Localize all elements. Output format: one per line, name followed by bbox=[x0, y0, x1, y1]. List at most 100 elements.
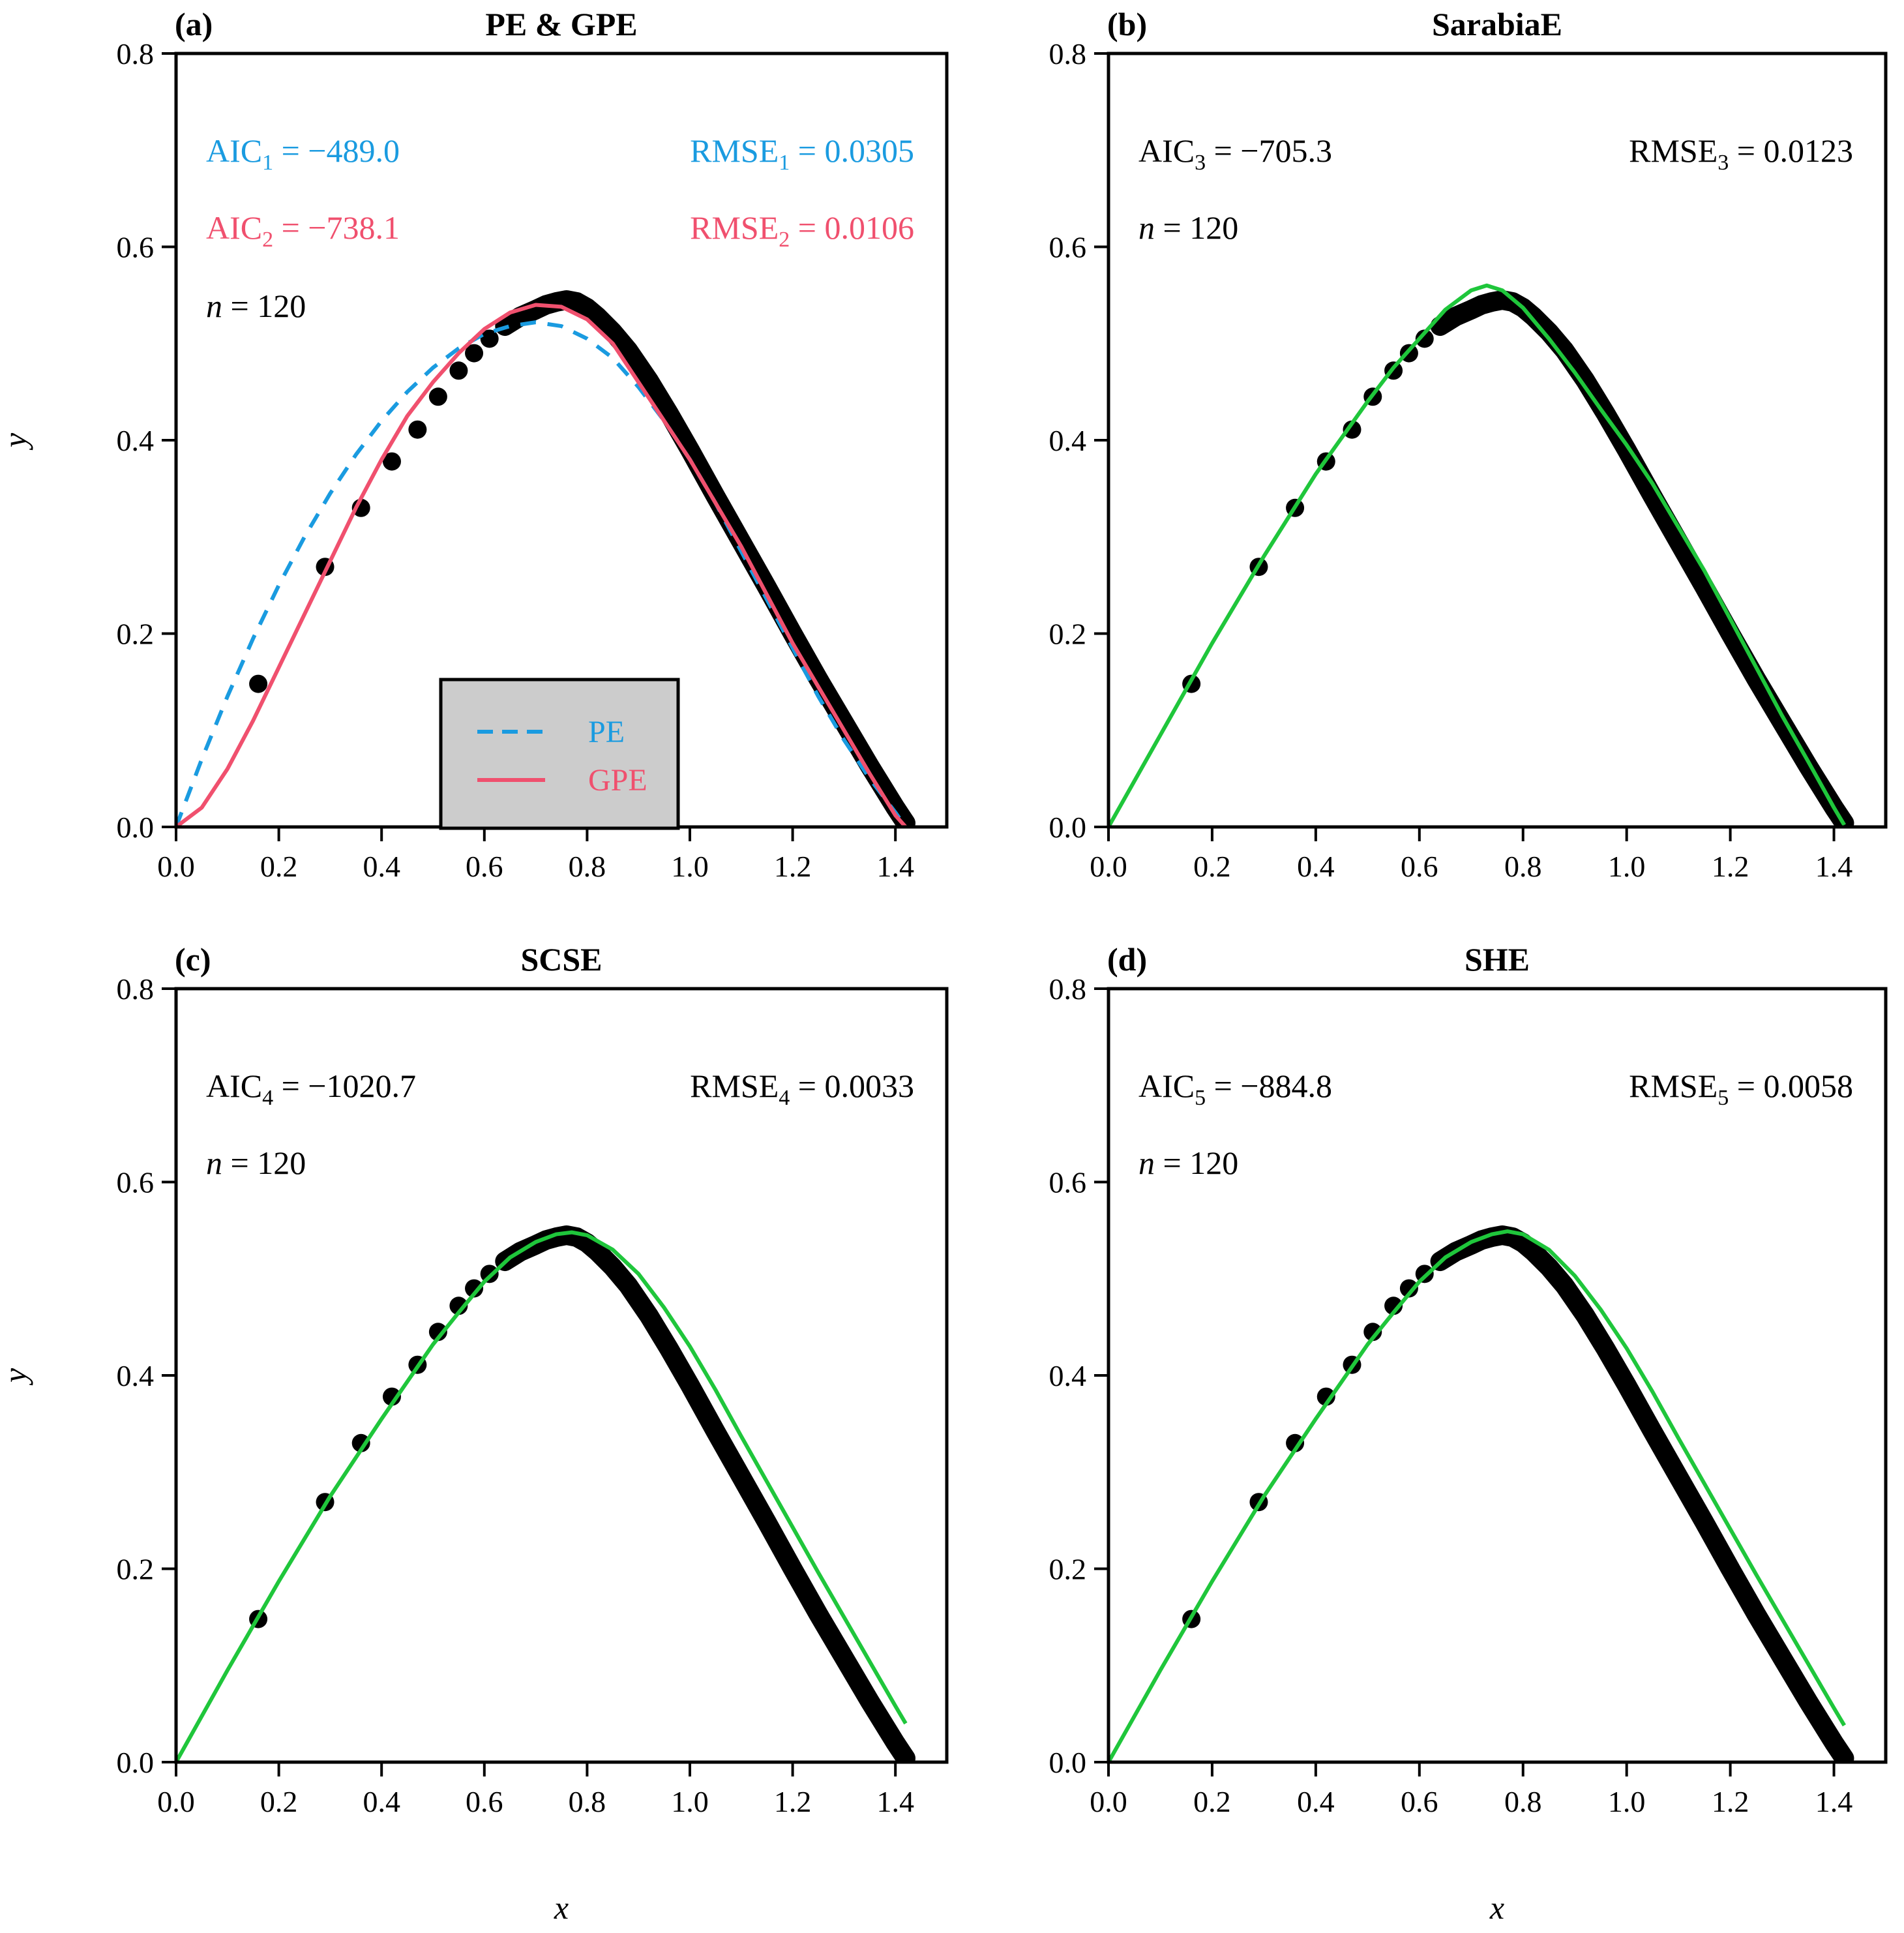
x-tick-label: 0.6 bbox=[1401, 1785, 1438, 1818]
x-tick-label: 1.2 bbox=[774, 850, 812, 883]
annotation-subscript: 1 bbox=[779, 151, 790, 175]
x-tick-label: 0.4 bbox=[363, 1785, 400, 1818]
x-tick-label: 0.2 bbox=[1193, 850, 1231, 883]
x-tick-label: 0.2 bbox=[1193, 1785, 1231, 1818]
data-point bbox=[382, 1387, 401, 1406]
annotation: RMSE3 = 0.0123 bbox=[1629, 132, 1853, 175]
panel-title: PE & GPE bbox=[485, 6, 637, 42]
panel-c: 0.0 0.2 0.4 0.6 0.8 1.0 1.2 1.4 0.0 0.2 0.4 0.6 0.8 S… bbox=[117, 941, 949, 1818]
x-tick-label: 0.2 bbox=[260, 1785, 298, 1818]
annotation-subscript: 5 bbox=[1195, 1086, 1206, 1110]
annotation: n = 120 bbox=[1138, 209, 1238, 246]
x-tick-label: 0.4 bbox=[363, 850, 400, 883]
curve-scse bbox=[176, 1230, 908, 1762]
annotation-part: = 120 bbox=[222, 288, 306, 324]
data-point-band bbox=[1430, 1225, 1854, 1762]
x-axis-label-right: x bbox=[1489, 1889, 1504, 1926]
x-tick-label: 1.2 bbox=[1712, 850, 1749, 883]
data-point bbox=[1415, 329, 1434, 348]
data-point bbox=[249, 674, 268, 693]
y-tick-label: 0.2 bbox=[117, 618, 155, 651]
x-tick-label: 0.8 bbox=[1504, 1785, 1542, 1818]
annotation-part: RMSE bbox=[1629, 132, 1718, 169]
annotation-part: = 0.0305 bbox=[790, 132, 914, 169]
annotation-part: n bbox=[1138, 1145, 1155, 1181]
panel-title: SHE bbox=[1465, 941, 1530, 978]
panel-letter: (a) bbox=[175, 6, 213, 42]
annotation: n = 120 bbox=[206, 288, 306, 324]
panel-letter: (c) bbox=[175, 941, 211, 978]
annotation-subscript: 4 bbox=[262, 1086, 273, 1110]
x-tick-label: 0.4 bbox=[1297, 850, 1335, 883]
data-point bbox=[1363, 1323, 1382, 1341]
annotation-subscript: 2 bbox=[779, 228, 790, 252]
plot-area bbox=[176, 290, 915, 827]
x-tick-label: 0.0 bbox=[1090, 1785, 1127, 1818]
y-tick-label: 0.8 bbox=[1049, 972, 1087, 1006]
annotation-part: n bbox=[206, 1145, 222, 1181]
annotation-part: n bbox=[206, 288, 222, 324]
annotation: AIC3 = −705.3 bbox=[1138, 132, 1332, 175]
x-tick-label: 0.6 bbox=[1401, 850, 1438, 883]
annotation-subscript: 1 bbox=[262, 151, 273, 175]
x-tick-label: 1.0 bbox=[1608, 1785, 1646, 1818]
data-point bbox=[449, 361, 468, 380]
y-tick-label: 0.0 bbox=[117, 1746, 155, 1779]
data-point bbox=[428, 1323, 447, 1341]
panel-d: 0.0 0.2 0.4 0.6 0.8 1.0 1.2 1.4 0.0 0.2 0.4 0.6 0.8 S… bbox=[1049, 941, 1888, 1818]
legend-box bbox=[439, 678, 680, 830]
data-point bbox=[428, 387, 447, 406]
x-tick-label: 0.0 bbox=[157, 1785, 195, 1818]
annotation-subscript: 3 bbox=[1718, 151, 1729, 175]
curve-pe bbox=[176, 320, 908, 827]
legend: PE GPE bbox=[439, 678, 680, 830]
legend-label-gpe: GPE bbox=[588, 763, 647, 798]
annotation-part: AIC bbox=[1138, 132, 1195, 169]
data-point bbox=[1316, 1387, 1335, 1406]
annotation: AIC4 = −1020.7 bbox=[206, 1068, 416, 1110]
x-tick-label: 0.0 bbox=[157, 850, 195, 883]
curve-sarabiae bbox=[1108, 283, 1847, 827]
annotation: AIC5 = −884.8 bbox=[1138, 1068, 1332, 1110]
panel-title: SCSE bbox=[520, 941, 602, 978]
annotation-part: = 0.0123 bbox=[1729, 132, 1853, 169]
annotation-part: = 0.0058 bbox=[1729, 1068, 1853, 1104]
panel-b: 0.0 0.2 0.4 0.6 0.8 1.0 1.2 1.4 0.0 0.2 0.4 0.6 0.8 S… bbox=[1049, 6, 1888, 883]
data-point bbox=[1384, 1296, 1403, 1315]
data-point bbox=[465, 344, 484, 363]
x-tick-label: 1.0 bbox=[671, 1785, 709, 1818]
annotation: RMSE4 = 0.0033 bbox=[690, 1068, 914, 1110]
legend-label-pe: PE bbox=[588, 715, 625, 749]
annotation: n = 120 bbox=[1138, 1145, 1238, 1181]
annotation-part: = −884.8 bbox=[1206, 1068, 1332, 1104]
y-axis-label-top: y bbox=[0, 432, 33, 451]
annotation: n = 120 bbox=[206, 1145, 306, 1181]
annotation-part: = −1020.7 bbox=[273, 1068, 416, 1104]
y-tick-label: 0.4 bbox=[117, 424, 155, 457]
plot-area bbox=[1108, 1225, 1854, 1762]
data-point bbox=[465, 1279, 484, 1298]
y-tick-label: 0.0 bbox=[1049, 811, 1087, 844]
y-tick-label: 0.4 bbox=[1049, 1359, 1087, 1392]
y-tick-label: 0.2 bbox=[117, 1553, 155, 1586]
x-tick-label: 0.6 bbox=[466, 1785, 503, 1818]
x-tick-label: 1.0 bbox=[671, 850, 709, 883]
x-tick-label: 1.0 bbox=[1608, 850, 1646, 883]
annotation: AIC2 = −738.1 bbox=[206, 209, 400, 252]
y-tick-label: 0.2 bbox=[1049, 1553, 1087, 1586]
x-tick-label: 1.2 bbox=[1712, 1785, 1749, 1818]
annotation: RMSE2 = 0.0106 bbox=[690, 209, 914, 252]
x-tick-label: 0.8 bbox=[1504, 850, 1542, 883]
plot-area bbox=[1108, 283, 1854, 827]
y-tick-label: 0.0 bbox=[1049, 1746, 1087, 1779]
curve-she bbox=[1108, 1229, 1847, 1762]
panel-letter: (b) bbox=[1107, 6, 1147, 42]
data-point bbox=[449, 1296, 468, 1315]
y-tick-label: 0.6 bbox=[117, 231, 155, 264]
annotation-part: RMSE bbox=[690, 132, 779, 169]
annotation-subscript: 2 bbox=[262, 228, 273, 252]
y-tick-label: 0.8 bbox=[1049, 37, 1087, 70]
annotation: AIC1 = −489.0 bbox=[206, 132, 400, 175]
panel-letter: (d) bbox=[1107, 941, 1147, 978]
